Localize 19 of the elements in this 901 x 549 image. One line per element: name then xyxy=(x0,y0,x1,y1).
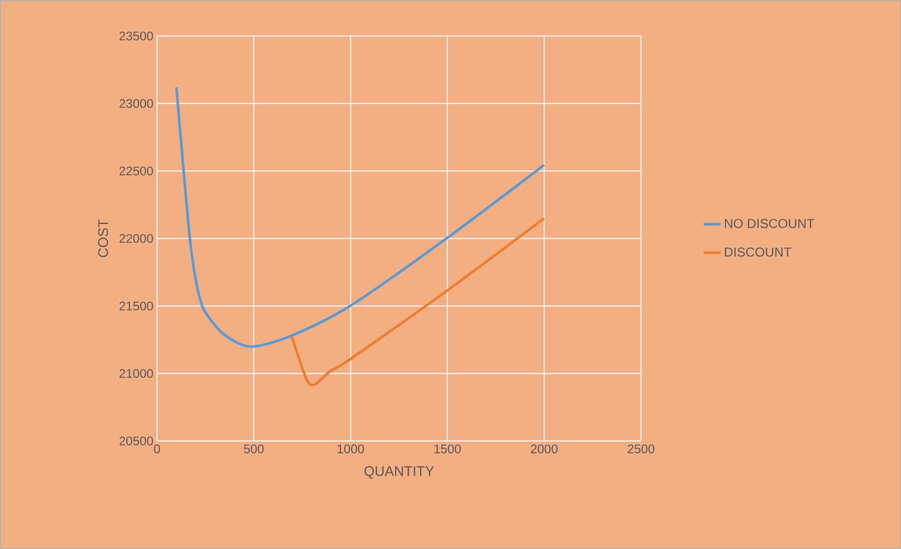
legend-label: NO DISCOUNT xyxy=(724,218,814,228)
x-axis-title: QUANTITY xyxy=(364,466,434,479)
legend-label: DISCOUNT xyxy=(724,247,792,257)
y-axis-title: COST xyxy=(98,219,108,258)
line-series xyxy=(175,86,546,348)
x-tick-label: 1500 xyxy=(434,444,461,454)
x-tick-label: 2000 xyxy=(530,444,558,454)
x-tick-label: 0 xyxy=(154,444,160,454)
y-tick-label: 21500 xyxy=(119,302,153,310)
line-series xyxy=(290,216,546,386)
x-tick-label: 2500 xyxy=(628,444,654,454)
y-tick-label: 22000 xyxy=(119,234,153,243)
y-tick-label: 23500 xyxy=(119,32,153,40)
y-tick-label: 23000 xyxy=(119,99,153,108)
y-tick-label: 21000 xyxy=(119,369,153,378)
y-tick-label: 20500 xyxy=(119,436,153,446)
y-tick-label: 22500 xyxy=(119,166,153,176)
x-tick-label: 500 xyxy=(244,444,264,454)
x-tick-label: 1000 xyxy=(338,444,364,454)
